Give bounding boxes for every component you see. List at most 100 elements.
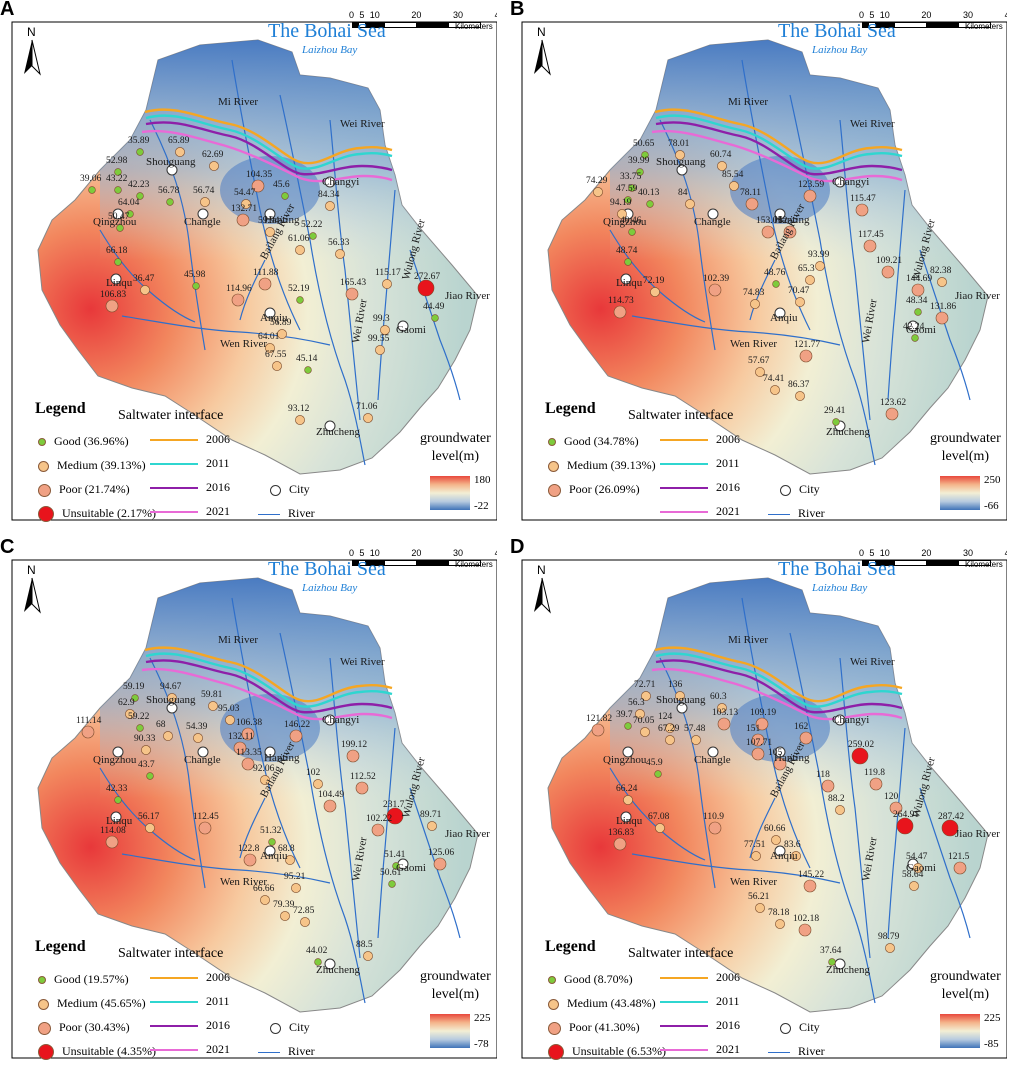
sample-value-label: 52.98 xyxy=(106,156,128,166)
sample-point-medium xyxy=(640,727,650,737)
saltwater-legend-title: Saltwater interface xyxy=(628,946,734,961)
saltwater-interface-2016 xyxy=(655,659,903,714)
sample-value-label: 120 xyxy=(884,792,899,802)
salt-legend-year: 2011 xyxy=(716,994,740,1008)
sample-point-good xyxy=(628,184,636,192)
sample-value-label: 85.54 xyxy=(722,170,744,180)
city-label: Zhucheng xyxy=(316,964,360,976)
sample-value-label: 40.46 xyxy=(620,216,642,226)
groundwater-legend-title: groundwater level(m) xyxy=(930,968,1001,1004)
scale-segment xyxy=(958,22,991,28)
salt-legend-item: 2011 xyxy=(150,456,230,471)
sample-value-label: 114.08 xyxy=(100,826,126,836)
sample-point-good xyxy=(136,192,144,200)
sample-value-label: 136 xyxy=(668,680,683,690)
bay-label: Laizhou Bay xyxy=(302,582,358,594)
sample-point-medium xyxy=(427,821,437,831)
city-label: Shouguang xyxy=(146,156,196,168)
legend-text: Poor (41.30%) xyxy=(569,1020,640,1034)
sample-value-label: 54.47 xyxy=(234,188,256,198)
sample-point-medium xyxy=(277,329,287,339)
legend-symbol-unsuitable xyxy=(548,1044,564,1060)
sample-value-label: 114.96 xyxy=(226,284,252,294)
sample-point-good xyxy=(388,880,396,888)
river-legend-item: River xyxy=(258,506,315,521)
sample-point-poor xyxy=(105,835,119,849)
sample-value-label: 95.03 xyxy=(218,704,240,714)
river-label: Wen River xyxy=(220,338,268,350)
legend-symbol-medium xyxy=(548,460,559,472)
city-label: Qingzhou xyxy=(603,754,647,766)
river-label: Jiao River xyxy=(955,290,1000,302)
river-line xyxy=(741,59,811,331)
saltwater-legend-title: Saltwater interface xyxy=(628,408,734,423)
river-label: Wen River xyxy=(730,876,778,888)
legend-item-good: Good (34.78%) xyxy=(548,434,639,449)
sample-value-label: 287.42 xyxy=(938,812,965,822)
sample-point-poor xyxy=(863,239,877,253)
sample-point-good xyxy=(828,958,836,966)
sample-point-medium xyxy=(750,299,760,309)
sample-point-unsuitable xyxy=(941,819,959,837)
scale-bar xyxy=(862,560,1007,568)
legend-title: Legend xyxy=(35,400,86,417)
river-legend-text: River xyxy=(798,1044,825,1058)
scale-segment xyxy=(384,560,417,566)
sample-point-good xyxy=(166,198,174,206)
sample-point-unsuitable xyxy=(386,807,404,825)
river-legend-item: River xyxy=(258,1044,315,1059)
river-legend-item: River xyxy=(768,1044,825,1059)
city-label: Changle xyxy=(184,754,221,766)
sample-point-medium xyxy=(295,415,305,425)
legend-text: Unsuitable (4.35%) xyxy=(62,1044,156,1058)
sample-point-medium xyxy=(209,161,219,171)
sample-point-good xyxy=(114,796,122,804)
sample-value-label: 65.89 xyxy=(168,136,190,146)
salt-legend-item: 2021 xyxy=(150,504,230,519)
sample-point-good xyxy=(431,314,439,322)
salt-legend-year: 2006 xyxy=(716,432,740,446)
sample-value-label: 94.19 xyxy=(610,198,632,208)
scale-unit: Kilometers xyxy=(455,22,493,31)
sea-label: The Bohai Sea xyxy=(268,20,386,42)
sample-value-label: 39.7 xyxy=(616,710,633,720)
legend-text: Medium (45.65%) xyxy=(57,996,146,1010)
city-label: Zhucheng xyxy=(826,964,870,976)
city-marker xyxy=(264,307,276,319)
city-marker xyxy=(112,208,124,220)
sample-value-label: 111.88 xyxy=(253,268,279,278)
sample-value-label: 79.39 xyxy=(273,900,295,910)
city-label: Linqu xyxy=(616,277,643,289)
city-marker xyxy=(676,164,688,176)
sample-point-medium xyxy=(623,795,633,805)
north-arrow-icon: N xyxy=(534,563,551,614)
salt-legend-year: 2016 xyxy=(206,480,230,494)
city-label: Shouguang xyxy=(656,694,706,706)
city-marker xyxy=(197,746,209,758)
legend-symbol-unsuitable xyxy=(38,506,54,522)
salt-legend-line xyxy=(150,1001,198,1004)
city-label: Gaomi xyxy=(906,324,936,336)
sample-point-good xyxy=(772,280,780,288)
city-label: Changyi xyxy=(832,714,870,726)
sample-point-medium xyxy=(225,715,235,725)
city-legend-symbol xyxy=(270,484,281,496)
sample-point-medium xyxy=(650,287,660,297)
salt-legend-year: 2021 xyxy=(206,504,230,518)
city-marker xyxy=(774,208,786,220)
sample-point-poor xyxy=(935,311,949,325)
scale-unit: Kilometers xyxy=(965,560,1003,569)
sample-point-poor xyxy=(821,779,835,793)
legend-item-good: Good (8.70%) xyxy=(548,972,633,987)
sample-value-label: 110.9 xyxy=(703,812,725,822)
map-svg: N xyxy=(521,21,1007,521)
groundwater-colorbar xyxy=(430,1014,470,1048)
river-line xyxy=(409,249,461,401)
sample-value-label: 74.83 xyxy=(743,288,765,298)
scale-tick-label: 40 xyxy=(1005,548,1007,558)
sample-point-medium xyxy=(265,343,275,353)
sample-point-medium xyxy=(272,361,282,371)
sample-point-good xyxy=(641,151,649,159)
scale-segment xyxy=(384,22,417,28)
river-line xyxy=(919,787,971,939)
